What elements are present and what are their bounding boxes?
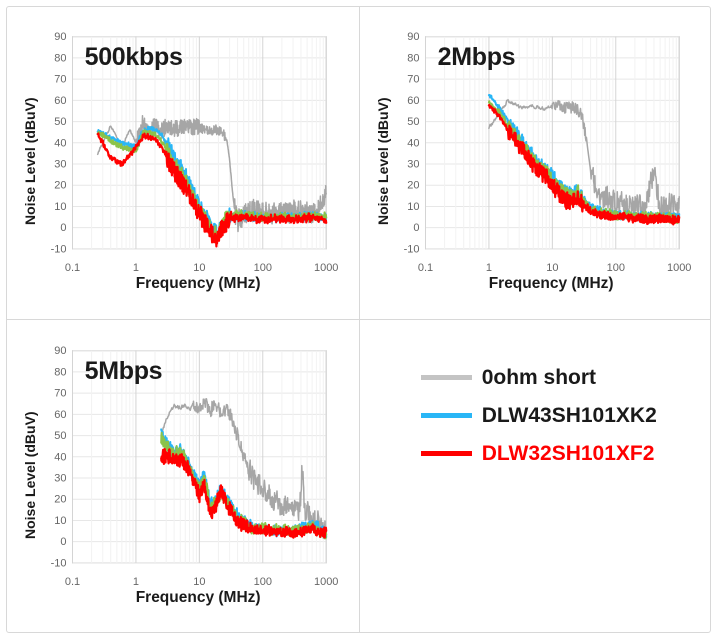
- svg-text:50: 50: [407, 116, 419, 128]
- svg-text:60: 60: [54, 409, 66, 421]
- svg-text:80: 80: [407, 52, 419, 64]
- svg-text:100: 100: [254, 576, 272, 588]
- svg-text:-10: -10: [51, 243, 67, 255]
- svg-text:30: 30: [54, 473, 66, 485]
- svg-text:1: 1: [133, 262, 139, 274]
- svg-text:60: 60: [407, 95, 419, 107]
- svg-text:50: 50: [54, 116, 66, 128]
- svg-text:70: 70: [54, 388, 66, 400]
- svg-text:1: 1: [486, 262, 492, 274]
- svg-text:0: 0: [413, 222, 419, 234]
- svg-text:0.1: 0.1: [65, 262, 80, 274]
- svg-text:1000: 1000: [667, 262, 691, 274]
- svg-text:20: 20: [407, 180, 419, 192]
- svg-text:10: 10: [193, 262, 205, 274]
- svg-text:70: 70: [407, 74, 419, 86]
- svg-text:40: 40: [54, 137, 66, 149]
- svg-text:80: 80: [54, 52, 66, 64]
- svg-text:10: 10: [54, 515, 66, 527]
- svg-text:-10: -10: [51, 557, 67, 569]
- svg-text:90: 90: [407, 31, 419, 43]
- svg-text:50: 50: [54, 430, 66, 442]
- svg-text:20: 20: [54, 494, 66, 506]
- svg-text:100: 100: [607, 262, 625, 274]
- svg-text:90: 90: [54, 31, 66, 43]
- svg-text:10: 10: [54, 201, 66, 213]
- svg-text:30: 30: [54, 159, 66, 171]
- svg-text:-10: -10: [404, 243, 420, 255]
- svg-text:0: 0: [60, 536, 66, 548]
- svg-text:90: 90: [54, 345, 66, 357]
- svg-text:10: 10: [407, 201, 419, 213]
- svg-text:40: 40: [407, 137, 419, 149]
- svg-text:10: 10: [546, 262, 558, 274]
- svg-text:30: 30: [407, 159, 419, 171]
- svg-text:100: 100: [254, 262, 272, 274]
- svg-text:1000: 1000: [314, 576, 338, 588]
- svg-text:20: 20: [54, 180, 66, 192]
- svg-text:0: 0: [60, 222, 66, 234]
- svg-text:70: 70: [54, 74, 66, 86]
- svg-text:0.1: 0.1: [65, 576, 80, 588]
- svg-text:0.1: 0.1: [418, 262, 433, 274]
- svg-text:10: 10: [193, 576, 205, 588]
- svg-text:1: 1: [133, 576, 139, 588]
- svg-text:60: 60: [54, 95, 66, 107]
- svg-text:1000: 1000: [314, 262, 338, 274]
- svg-text:40: 40: [54, 451, 66, 463]
- svg-text:80: 80: [54, 366, 66, 378]
